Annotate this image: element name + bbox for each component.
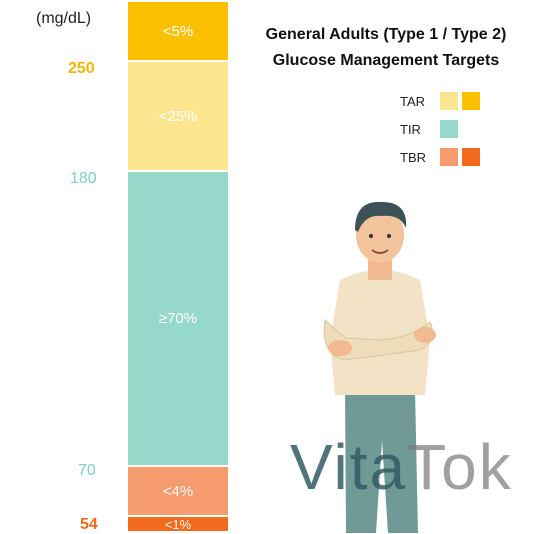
legend-item-tbr: TBR <box>400 148 484 166</box>
tick-label-54: 54 <box>80 516 98 533</box>
legend-label: TAR <box>400 93 426 109</box>
legend-swatch <box>440 148 458 166</box>
legend-item-tir: TIR <box>400 120 462 138</box>
legend-label: TIR <box>400 121 421 137</box>
tick-label-70: 70 <box>78 462 96 479</box>
chart-title-line1: General Adults (Type 1 / Type 2) <box>265 26 507 43</box>
bar-segment-in-range: ≥70% <box>128 172 228 465</box>
segment-label: <1% <box>164 516 192 532</box>
segment-label: ≥70% <box>158 310 198 327</box>
watermark-part2: Tok <box>407 431 513 503</box>
bar-segment-high: <25% <box>128 62 228 170</box>
tick-label-250: 250 <box>68 60 95 77</box>
tick-label-180: 180 <box>70 170 97 187</box>
legend-swatch <box>440 92 458 110</box>
watermark-logo: VitaTok <box>290 430 513 504</box>
segment-label: <4% <box>162 482 194 500</box>
watermark-part1: Vita <box>290 431 408 503</box>
unit-label: (mg/dL) <box>36 10 92 27</box>
legend-swatch <box>440 120 458 138</box>
chart-title-line2: Glucose Management Targets <box>272 52 500 69</box>
bar-segment-low: <4% <box>128 467 228 515</box>
legend-item-tar: TAR <box>400 92 484 110</box>
man-arms-crossed-icon <box>323 201 436 533</box>
segment-label: <25% <box>158 107 198 125</box>
segment-label: <5% <box>162 22 194 40</box>
legend-swatch <box>462 92 480 110</box>
legend-swatch <box>462 148 480 166</box>
bar-segment-very-low: <1% <box>128 516 228 532</box>
bar-segment-very-high: <5% <box>128 2 228 60</box>
legend-label: TBR <box>400 149 426 165</box>
